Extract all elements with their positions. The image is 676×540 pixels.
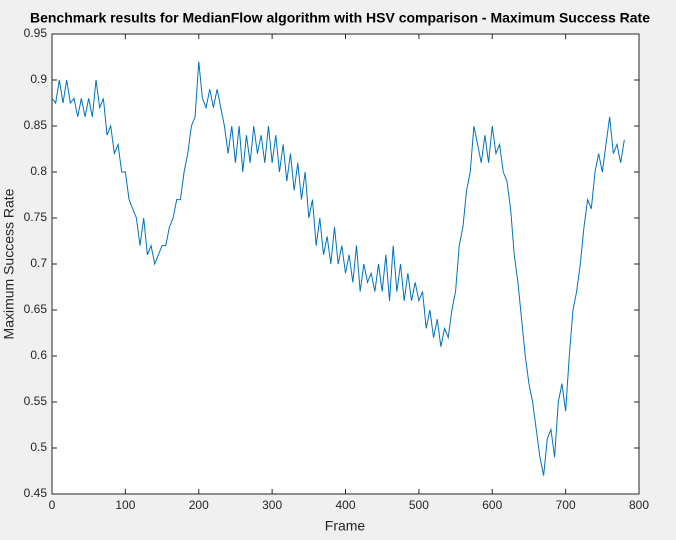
y-tick-label: 0.6 [30,348,47,362]
y-tick-label: 0.7 [30,256,47,270]
data-line [51,61,625,476]
y-tick-label: 0.65 [24,302,48,316]
y-tick-label: 0.75 [24,210,48,224]
x-tick-label: 200 [189,498,209,512]
y-tick-label: 0.85 [24,118,48,132]
x-tick-label: 300 [262,498,282,512]
y-tick-label: 0.5 [30,440,47,454]
y-tick-label: 0.8 [30,164,47,178]
y-tick-label: 0.95 [24,26,48,40]
x-tick-label: 600 [482,498,502,512]
x-tick-label: 500 [409,498,429,512]
plot-area [52,34,639,494]
y-tick-label: 0.45 [24,486,48,500]
y-tick-label: 0.9 [30,72,47,86]
x-tick-label: 0 [49,498,56,512]
x-tick-label: 700 [556,498,576,512]
x-tick-label: 400 [335,498,355,512]
x-axis-label: Frame [325,518,366,534]
x-tick-label: 100 [115,498,135,512]
x-tick-label: 800 [629,498,649,512]
axes-box [51,33,640,495]
y-axis-label: Maximum Success Rate [1,188,17,339]
chart-title: Benchmark results for MedianFlow algorit… [30,10,650,26]
y-tick-label: 0.55 [24,394,48,408]
